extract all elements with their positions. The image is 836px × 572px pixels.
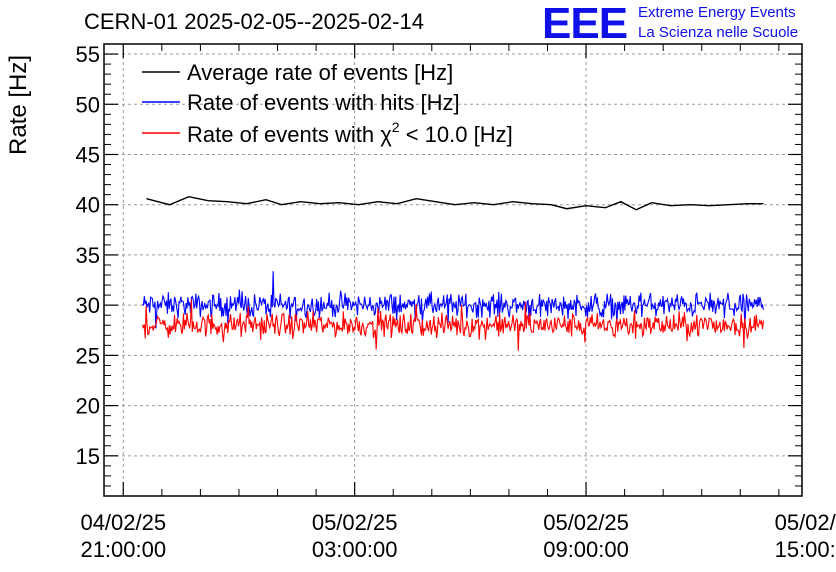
y-axis-label: Rate [Hz] <box>5 55 32 155</box>
legend-label-average: Average rate of events [Hz] <box>187 60 453 85</box>
series-layer <box>142 195 764 351</box>
chart-title: CERN-01 2025-02-05--2025-02-14 <box>84 9 424 34</box>
plot-frame <box>103 43 803 497</box>
y-tick-label: 20 <box>76 394 100 419</box>
logo-caption-line1: Extreme Energy Events <box>638 4 796 21</box>
x-tick-label-date: 04/02/25 <box>80 510 166 535</box>
y-tick-label: 40 <box>76 193 100 218</box>
legend-label-chi2-suffix: < 10.0 [Hz] <box>400 122 513 147</box>
series-line-hits <box>142 271 764 329</box>
y-tick-label: 30 <box>76 293 100 318</box>
series-line-average <box>146 195 764 211</box>
y-tick-label: 45 <box>76 142 100 167</box>
legend-label-hits: Rate of events with hits [Hz] <box>187 90 460 115</box>
y-tick-label: 25 <box>76 343 100 368</box>
legend-label-chi2: Rate of events with χ2 < 10.0 [Hz] <box>187 119 513 147</box>
x-tick-label-date: 05/02/25 <box>543 510 629 535</box>
eee-logo: EEE <box>542 0 628 48</box>
x-tick-label-time: 21:00:00 <box>80 537 166 562</box>
y-tick-label: 35 <box>76 243 100 268</box>
x-tick-label-time: 03:00:00 <box>312 537 398 562</box>
x-tick-label-time: 09:00:00 <box>543 537 629 562</box>
legend-label-chi2-prefix: Rate of events with <box>187 122 380 147</box>
x-tick-label-date: 05/02/25 <box>775 510 836 535</box>
logo-caption-line2: La Scienza nelle Scuole <box>638 24 799 41</box>
legend-label-chi2-superscript: 2 <box>392 119 400 135</box>
y-tick-label: 50 <box>76 92 100 117</box>
legend: Average rate of events [Hz] Rate of even… <box>142 60 513 147</box>
y-tick-label: 15 <box>76 444 100 469</box>
series-line-chi2 <box>142 299 764 351</box>
y-tick-label: 55 <box>76 42 100 67</box>
legend-label-chi2-symbol: χ <box>380 122 392 147</box>
x-tick-label-time: 15:00:00 <box>775 537 836 562</box>
x-tick-label-date: 05/02/25 <box>312 510 398 535</box>
